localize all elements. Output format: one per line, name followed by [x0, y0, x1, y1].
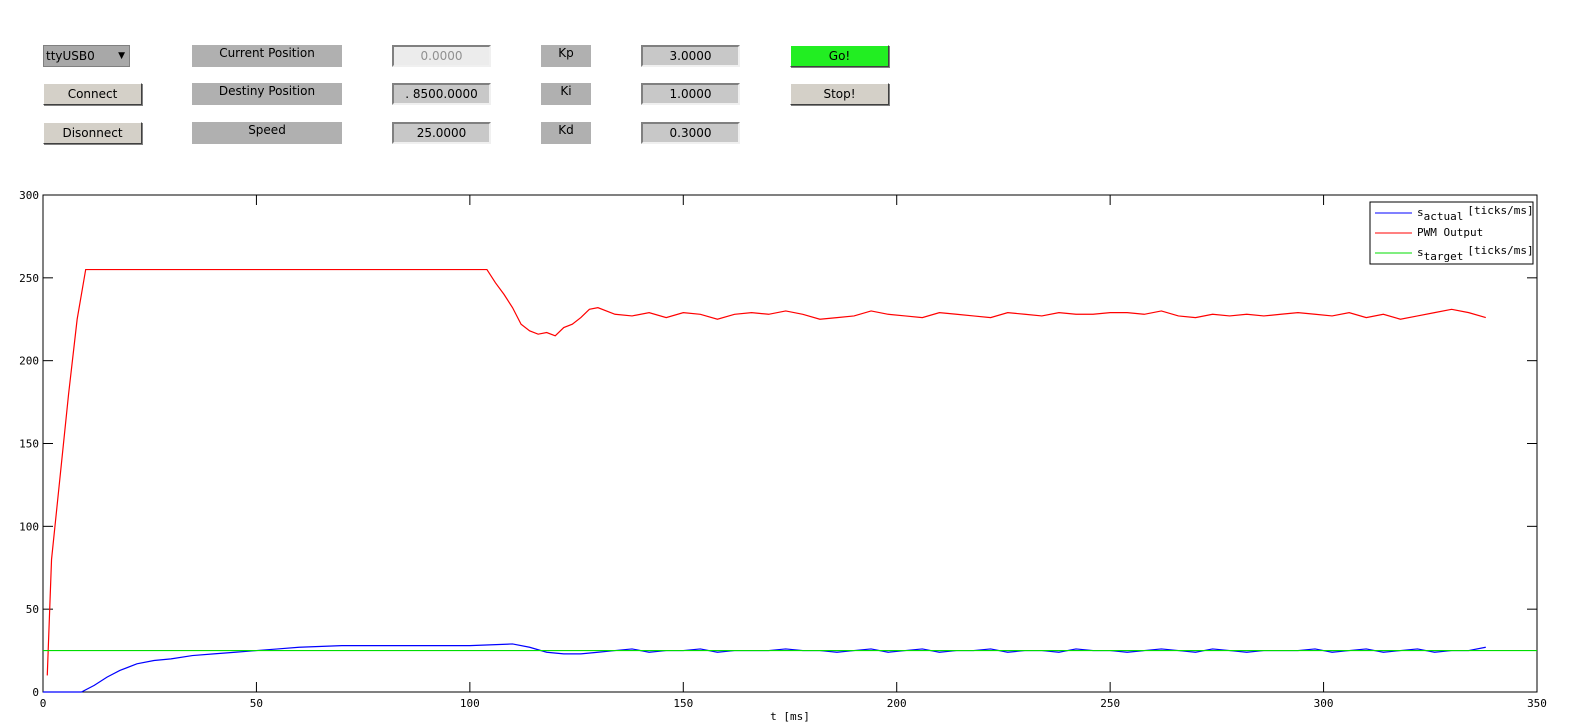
legend-label: sactual [ticks/ms] [1417, 204, 1534, 223]
y-tick-label: 300 [19, 189, 39, 202]
ki-label: Ki [541, 83, 591, 105]
y-tick-label: 0 [32, 686, 39, 699]
y-tick-label: 200 [19, 355, 39, 368]
x-tick-label: 100 [460, 697, 480, 710]
speed-label: Speed [192, 122, 342, 144]
x-tick-label: 300 [1314, 697, 1334, 710]
speed-field[interactable]: 25.0000 [392, 122, 491, 144]
x-tick-label: 200 [887, 697, 907, 710]
legend-unit: [ticks/ms] [1467, 204, 1533, 217]
connect-button[interactable]: Connect [43, 83, 142, 105]
x-axis-label: t [ms] [770, 710, 810, 722]
legend-label: PWM Output [1417, 226, 1483, 239]
destiny-position-field[interactable]: . 8500.0000 [392, 83, 491, 105]
y-tick-label: 50 [26, 603, 39, 616]
current-position-label: Current Position [192, 45, 342, 67]
chart: t [ms] 0 50 100 150 200 250 300 350 0 50 100 150 200… [19, 189, 1547, 722]
x-tick-label: 350 [1527, 697, 1547, 710]
go-button[interactable]: Go! [790, 45, 889, 67]
x-tick-label: 150 [673, 697, 693, 710]
port-select[interactable]: ttyUSB0 ▼ [43, 45, 130, 67]
kp-field[interactable]: 3.0000 [641, 45, 740, 67]
legend-name: s [1417, 246, 1424, 259]
dropdown-arrow: ▼ [118, 51, 125, 61]
legend-unit: [ticks/ms] [1467, 244, 1533, 257]
legend-name: s [1417, 206, 1424, 219]
x-tick-label: 0 [40, 697, 47, 710]
disconnect-button[interactable]: Disonnect [43, 122, 142, 144]
legend-subscript: actual [1424, 210, 1464, 223]
port-select-text: ttyUSB0 [46, 49, 95, 63]
y-tick-label: 250 [19, 272, 39, 285]
destiny-position-label: Destiny Position [192, 83, 342, 105]
y-tick-label: 150 [19, 438, 39, 451]
kp-label: Kp [541, 45, 591, 67]
y-tick-label: 100 [19, 520, 39, 533]
legend-name: PWM Output [1417, 226, 1483, 239]
x-tick-label: 250 [1100, 697, 1120, 710]
kd-field[interactable]: 0.3000 [641, 122, 740, 144]
x-tick-label: 50 [250, 697, 263, 710]
legend-subscript: target [1424, 250, 1464, 263]
current-position-field: 0.0000 [392, 45, 491, 67]
data-line [46, 268, 1486, 676]
stop-button[interactable]: Stop! [790, 83, 889, 105]
legend-label: starget [ticks/ms] [1417, 244, 1534, 263]
kd-label: Kd [541, 122, 591, 144]
ki-field[interactable]: 1.0000 [641, 83, 740, 105]
